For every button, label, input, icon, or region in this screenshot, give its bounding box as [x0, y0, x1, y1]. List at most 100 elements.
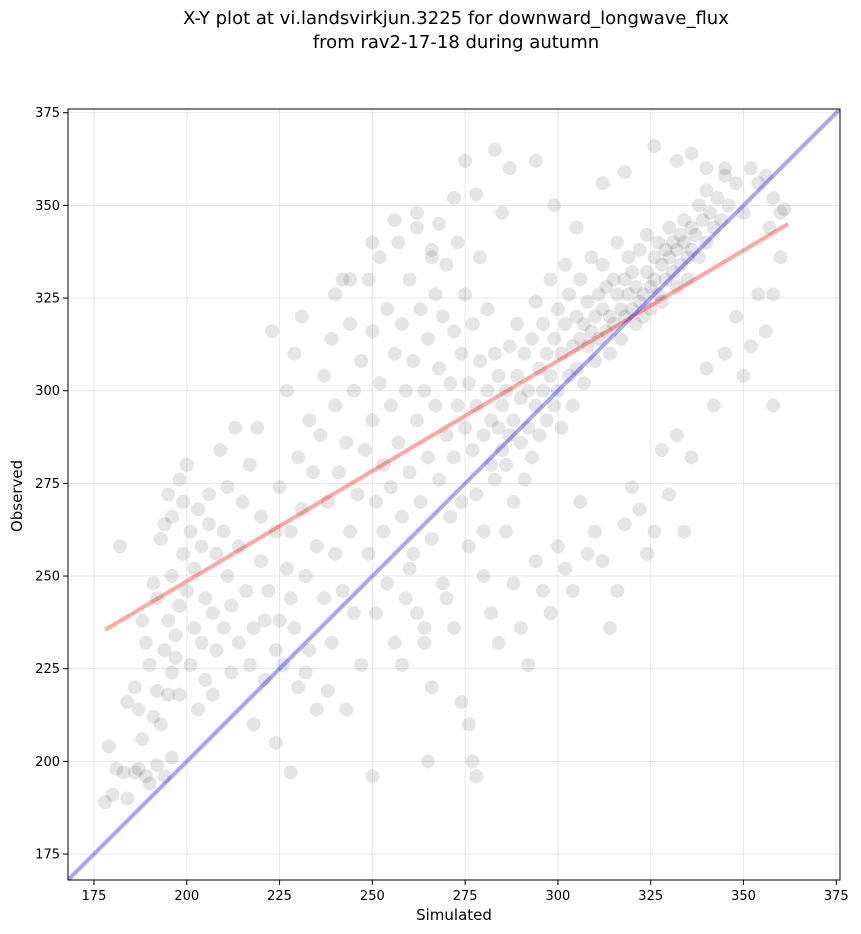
- scatter-point: [176, 494, 191, 509]
- scatter-point: [472, 354, 487, 369]
- scatter-point: [458, 287, 473, 302]
- scatter-point: [283, 591, 298, 606]
- scatter-point: [209, 546, 224, 561]
- scatter-point: [183, 524, 198, 539]
- scatter-point: [729, 176, 744, 191]
- scatter-point: [565, 339, 580, 354]
- scatter-point: [706, 398, 721, 413]
- scatter-point: [669, 279, 684, 294]
- scatter-point: [602, 346, 617, 361]
- scatter-point: [109, 761, 124, 776]
- scatter-point: [573, 331, 588, 346]
- scatter-point: [205, 606, 220, 621]
- scatter-point: [135, 732, 150, 747]
- scatter-point: [205, 687, 220, 702]
- scatter-point: [424, 531, 439, 546]
- scatter-point: [283, 524, 298, 539]
- scatter-point: [569, 361, 584, 376]
- x-tick-label: 200: [174, 889, 199, 904]
- scatter-point: [157, 517, 172, 532]
- scatter-point: [187, 620, 202, 635]
- scatter-point: [610, 287, 625, 302]
- scatter-point: [424, 242, 439, 257]
- scatter-point: [287, 620, 302, 635]
- scatter-point: [435, 309, 450, 324]
- scatter-point: [558, 257, 573, 272]
- scatter-point: [602, 620, 617, 635]
- scatter-point: [213, 443, 228, 458]
- scatter-point: [498, 457, 513, 472]
- scatter-point: [138, 769, 153, 784]
- scatter-point: [361, 272, 376, 287]
- scatter-point: [447, 450, 461, 465]
- scatter-point: [714, 213, 729, 228]
- scatter-point: [157, 769, 172, 784]
- scatter-point: [294, 309, 309, 324]
- scatter-point: [279, 561, 294, 576]
- scatter-point: [369, 494, 384, 509]
- scatter-point: [554, 346, 569, 361]
- scatter-point: [595, 257, 610, 272]
- scatter-point: [127, 680, 142, 695]
- scatter-point: [528, 398, 543, 413]
- scatter-point: [621, 250, 636, 265]
- scatter-point: [283, 765, 298, 780]
- regression-line: [104, 222, 790, 632]
- scatter-point: [695, 213, 710, 228]
- scatter-point: [506, 413, 521, 428]
- scatter-point: [305, 465, 320, 480]
- scatter-point: [202, 517, 217, 532]
- scatter-point: [409, 413, 424, 428]
- scatter-point: [302, 413, 317, 428]
- scatter-point: [777, 202, 792, 217]
- scatter-point: [699, 361, 714, 376]
- scatter-point: [751, 176, 766, 191]
- scatter-point: [550, 302, 565, 317]
- scatter-point: [636, 309, 651, 324]
- scatter-point: [758, 324, 773, 339]
- y-tick-label: 375: [35, 106, 60, 121]
- scatter-point: [447, 620, 461, 635]
- scatter-point: [376, 457, 391, 472]
- scatter-point: [383, 398, 398, 413]
- scatter-point: [402, 561, 417, 576]
- scatter-point: [443, 509, 458, 524]
- scatter-point: [487, 346, 502, 361]
- scatter-point: [569, 309, 584, 324]
- x-tick-label: 300: [546, 889, 571, 904]
- scatter-point: [729, 309, 744, 324]
- scatter-point: [172, 598, 187, 613]
- scatter-point: [651, 287, 666, 302]
- scatter-point: [673, 228, 688, 243]
- scatter-point: [461, 539, 476, 554]
- scatter-point: [454, 346, 469, 361]
- scatter-point: [610, 583, 625, 598]
- scatter-point: [643, 302, 658, 317]
- scatter-point: [703, 205, 718, 220]
- scatter-point: [365, 235, 380, 250]
- scatter-point: [150, 758, 165, 773]
- scatter-point: [272, 613, 287, 628]
- scatter-point: [550, 383, 565, 398]
- scatter-point: [146, 709, 161, 724]
- scatter-point: [524, 450, 539, 465]
- scatter-point: [469, 487, 484, 502]
- scatter-point: [254, 509, 268, 524]
- scatter-point: [135, 613, 150, 628]
- scatter-point: [680, 250, 695, 265]
- scatter-point: [228, 420, 243, 435]
- scatter-point: [684, 450, 699, 465]
- x-tick-label: 250: [360, 889, 385, 904]
- scatter-point: [380, 302, 395, 317]
- scatter-point: [636, 287, 651, 302]
- scatter-point: [435, 576, 450, 591]
- scatter-point: [454, 494, 469, 509]
- scatter-point: [112, 539, 127, 554]
- scatter-point: [417, 635, 432, 650]
- scatter-point: [350, 487, 365, 502]
- scatter-point: [190, 502, 205, 517]
- scatter-point: [157, 643, 172, 658]
- scatter-point: [447, 190, 461, 205]
- scatter-point: [268, 735, 283, 750]
